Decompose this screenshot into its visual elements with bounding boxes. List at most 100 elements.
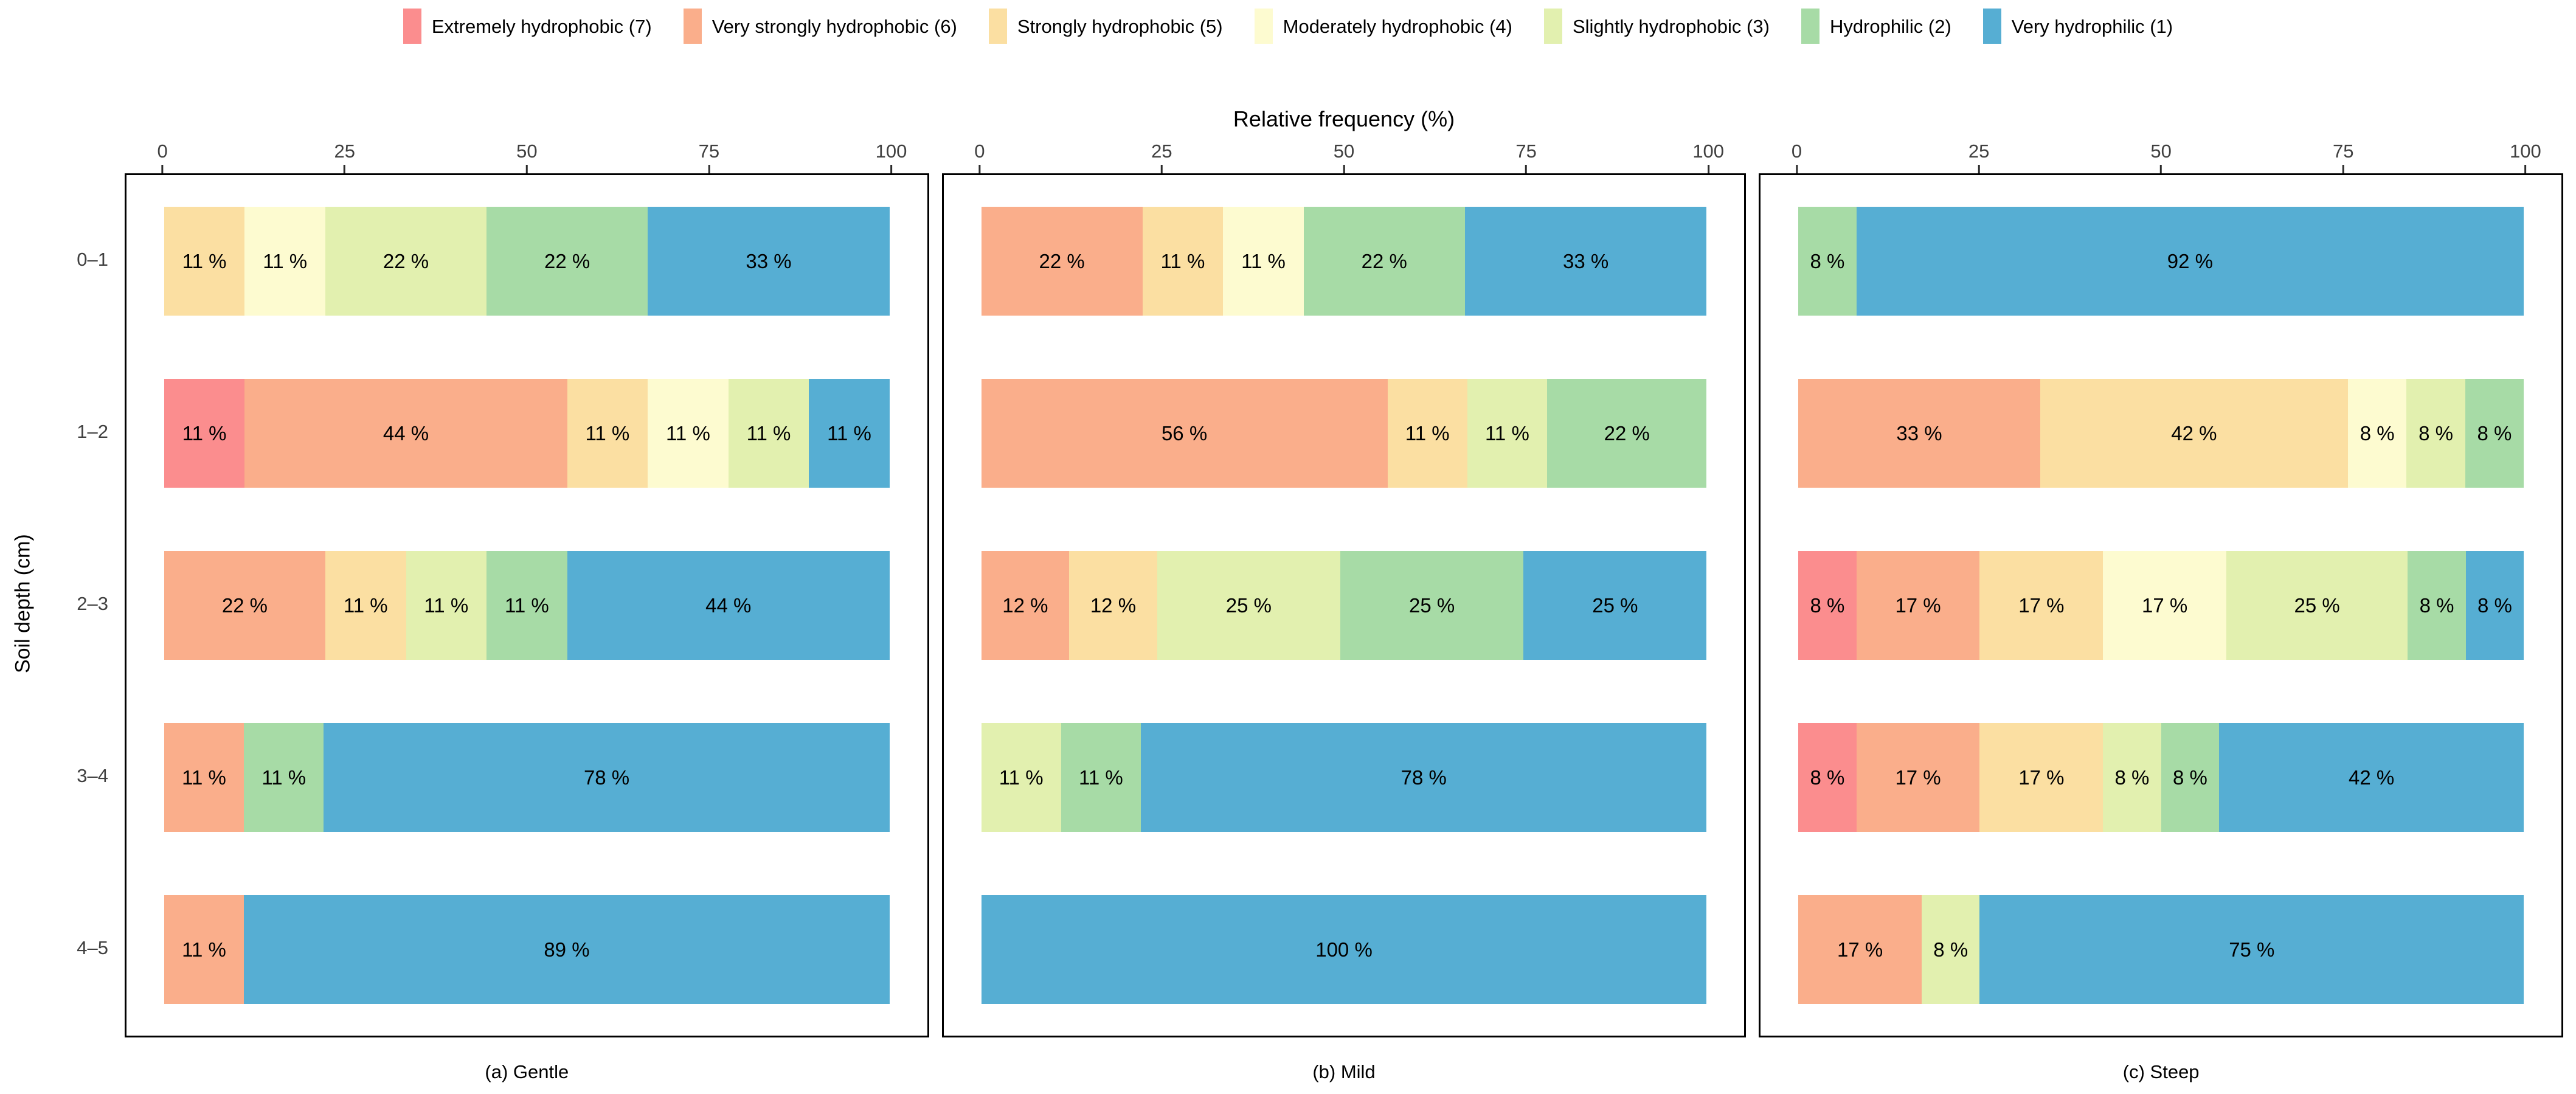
x-tick-label: 100 bbox=[875, 140, 907, 162]
bar-segment: 25 % bbox=[2226, 551, 2408, 660]
bar-segment: 22 % bbox=[325, 207, 487, 316]
bar-segment-label: 22 % bbox=[544, 249, 590, 272]
bar-segment: 11 % bbox=[325, 551, 406, 660]
bar-segment: 17 % bbox=[1798, 895, 1922, 1004]
bar-segment: 8 % bbox=[2347, 379, 2407, 488]
bar-segment-label: 8 % bbox=[1810, 766, 1845, 789]
bar-segment: 44 % bbox=[567, 551, 890, 660]
bar-segment-label: 17 % bbox=[1895, 766, 1941, 789]
panel-column: 0 25 50 75 100 8 % 92 % 33 % 42 % 8 % 8 % 8 % 8 % 17 … bbox=[1759, 140, 2564, 1082]
legend-color-key-icon bbox=[988, 9, 1007, 44]
bar-segment-label: 17 % bbox=[2018, 594, 2065, 617]
legend-label: Slightly hydrophobic (3) bbox=[1572, 15, 1770, 37]
legend-label: Hydrophilic (2) bbox=[1829, 15, 1951, 37]
x-axis-tick: 25 bbox=[1968, 142, 1989, 173]
bar-segment: 11 % bbox=[648, 379, 729, 488]
legend-color-key-icon bbox=[1543, 9, 1562, 44]
bar-segment: 8 % bbox=[2465, 551, 2524, 660]
y-tick-label: 0–1 bbox=[77, 248, 108, 270]
panel-caption: (c) Steep bbox=[2122, 1061, 2200, 1082]
bar-segment: 8 % bbox=[2103, 723, 2161, 832]
bar-row: 12 % 12 % 25 % 25 % 25 % bbox=[981, 519, 1707, 691]
bar-segment-label: 11 % bbox=[999, 766, 1044, 789]
bar-segment-label: 17 % bbox=[1837, 938, 1883, 961]
bar-segment-label: 17 % bbox=[2018, 766, 2065, 789]
bar-segment: 33 % bbox=[648, 207, 890, 316]
x-axis-tick: 50 bbox=[516, 142, 538, 173]
bar-segment-label: 8 % bbox=[2419, 594, 2454, 617]
bar-segment-label: 8 % bbox=[1810, 594, 1845, 617]
x-axis-tick: 0 bbox=[974, 142, 985, 173]
legend-item: Very strongly hydrophobic (6) bbox=[683, 9, 957, 44]
x-axis-tick: 75 bbox=[2333, 140, 2354, 173]
x-axis-tick: 100 bbox=[2510, 142, 2541, 173]
stacked-bar: 11 % 89 % bbox=[164, 895, 890, 1004]
panel-plot: 8 % 92 % 33 % 42 % 8 % 8 % 8 % 8 % 17 % 17 % 17 % 2… bbox=[1759, 173, 2564, 1037]
x-axis-tick: 100 bbox=[1692, 142, 1724, 173]
x-tick-mark bbox=[2342, 165, 2344, 173]
bar-segment: 8 % bbox=[2465, 379, 2524, 488]
x-tick-label: 0 bbox=[974, 140, 985, 162]
y-axis-tick-labels: 0–1 1–2 2–3 3–4 4–5 bbox=[40, 173, 116, 1034]
bar-segment-label: 92 % bbox=[2167, 249, 2213, 272]
stacked-bar: 11 % 11 % 78 % bbox=[164, 723, 890, 832]
bar-segment-label: 11 % bbox=[585, 421, 630, 445]
panel-caption: (b) Mild bbox=[1312, 1061, 1376, 1082]
bar-segment: 11 % bbox=[164, 207, 245, 316]
bar-segment: 25 % bbox=[1157, 551, 1340, 660]
legend-label: Very hydrophilic (1) bbox=[2011, 15, 2173, 37]
bar-segment-label: 42 % bbox=[2349, 766, 2395, 789]
x-tick-label: 50 bbox=[1333, 140, 1355, 162]
bar-segment-label: 11 % bbox=[746, 421, 791, 445]
bar-segment: 8 % bbox=[1922, 895, 1980, 1004]
bar-segment-label: 33 % bbox=[1896, 421, 1942, 445]
stacked-bar: 22 % 11 % 11 % 11 % 44 % bbox=[164, 551, 890, 660]
stacked-bar: 8 % 92 % bbox=[1798, 207, 2524, 316]
x-tick-mark bbox=[161, 165, 164, 173]
bar-segment: 42 % bbox=[2040, 379, 2348, 488]
bar-row: 11 % 89 % bbox=[164, 864, 890, 1036]
stacked-bar: 56 % 11 % 11 % 22 % bbox=[981, 379, 1707, 488]
x-tick-label: 75 bbox=[2333, 140, 2354, 162]
bar-segment: 8 % bbox=[1798, 723, 1857, 832]
y-tick-label: 3–4 bbox=[77, 764, 108, 786]
legend-label: Strongly hydrophobic (5) bbox=[1017, 15, 1223, 37]
bar-segment-label: 42 % bbox=[2171, 421, 2217, 445]
bar-segment-label: 44 % bbox=[383, 421, 429, 445]
bar-segment-label: 56 % bbox=[1161, 421, 1208, 445]
bar-segment-label: 22 % bbox=[221, 594, 268, 617]
bar-segment-label: 25 % bbox=[1592, 594, 1638, 617]
bar-segment: 11 % bbox=[406, 551, 487, 660]
bar-segment-label: 75 % bbox=[2229, 938, 2275, 961]
stacked-bar: 11 % 11 % 78 % bbox=[981, 723, 1707, 832]
bar-segment: 22 % bbox=[486, 207, 648, 316]
bar-segment-label: 11 % bbox=[343, 594, 388, 617]
bar-segment: 25 % bbox=[1340, 551, 1524, 660]
bar-segment: 12 % bbox=[1069, 551, 1157, 660]
bar-segment-label: 100 % bbox=[1315, 938, 1373, 961]
bar-segment-label: 11 % bbox=[182, 421, 227, 445]
bar-row: 11 % 44 % 11 % 11 % 11 % 11 % bbox=[164, 347, 890, 519]
chart-area: Relative frequency (%) 0 25 50 75 100 11 % 11 … bbox=[125, 107, 2564, 1082]
stacked-bar: 8 % 17 % 17 % 8 % 8 % 42 % bbox=[1798, 723, 2524, 832]
bar-row: 8 % 17 % 17 % 8 % 8 % 42 % bbox=[1798, 691, 2524, 864]
bar-segment: 78 % bbox=[1140, 723, 1707, 832]
bar-segment-label: 12 % bbox=[1090, 594, 1137, 617]
stacked-bar: 33 % 42 % 8 % 8 % 8 % bbox=[1798, 379, 2524, 488]
legend-label: Extremely hydrophobic (7) bbox=[431, 15, 652, 37]
bar-segment: 11 % bbox=[1467, 379, 1548, 488]
bar-segment: 17 % bbox=[1979, 551, 2103, 660]
x-axis-scale: 0 25 50 75 100 bbox=[974, 140, 1724, 173]
x-axis-scale: 0 25 50 75 100 bbox=[1792, 140, 2541, 173]
stacked-bar: 11 % 11 % 22 % 22 % 33 % bbox=[164, 207, 890, 316]
bar-segment: 33 % bbox=[1464, 207, 1707, 316]
bar-segment: 17 % bbox=[1856, 551, 1980, 660]
bar-segment-label: 8 % bbox=[2172, 766, 2207, 789]
bar-row: 8 % 17 % 17 % 17 % 25 % 8 % 8 % bbox=[1798, 519, 2524, 691]
bar-segment-label: 12 % bbox=[1002, 594, 1048, 617]
y-axis-title: Soil depth (cm) bbox=[11, 534, 35, 673]
stacked-bar: 100 % bbox=[981, 895, 1707, 1004]
x-axis-tick: 50 bbox=[1334, 142, 1354, 173]
bar-segment-label: 11 % bbox=[263, 249, 308, 272]
